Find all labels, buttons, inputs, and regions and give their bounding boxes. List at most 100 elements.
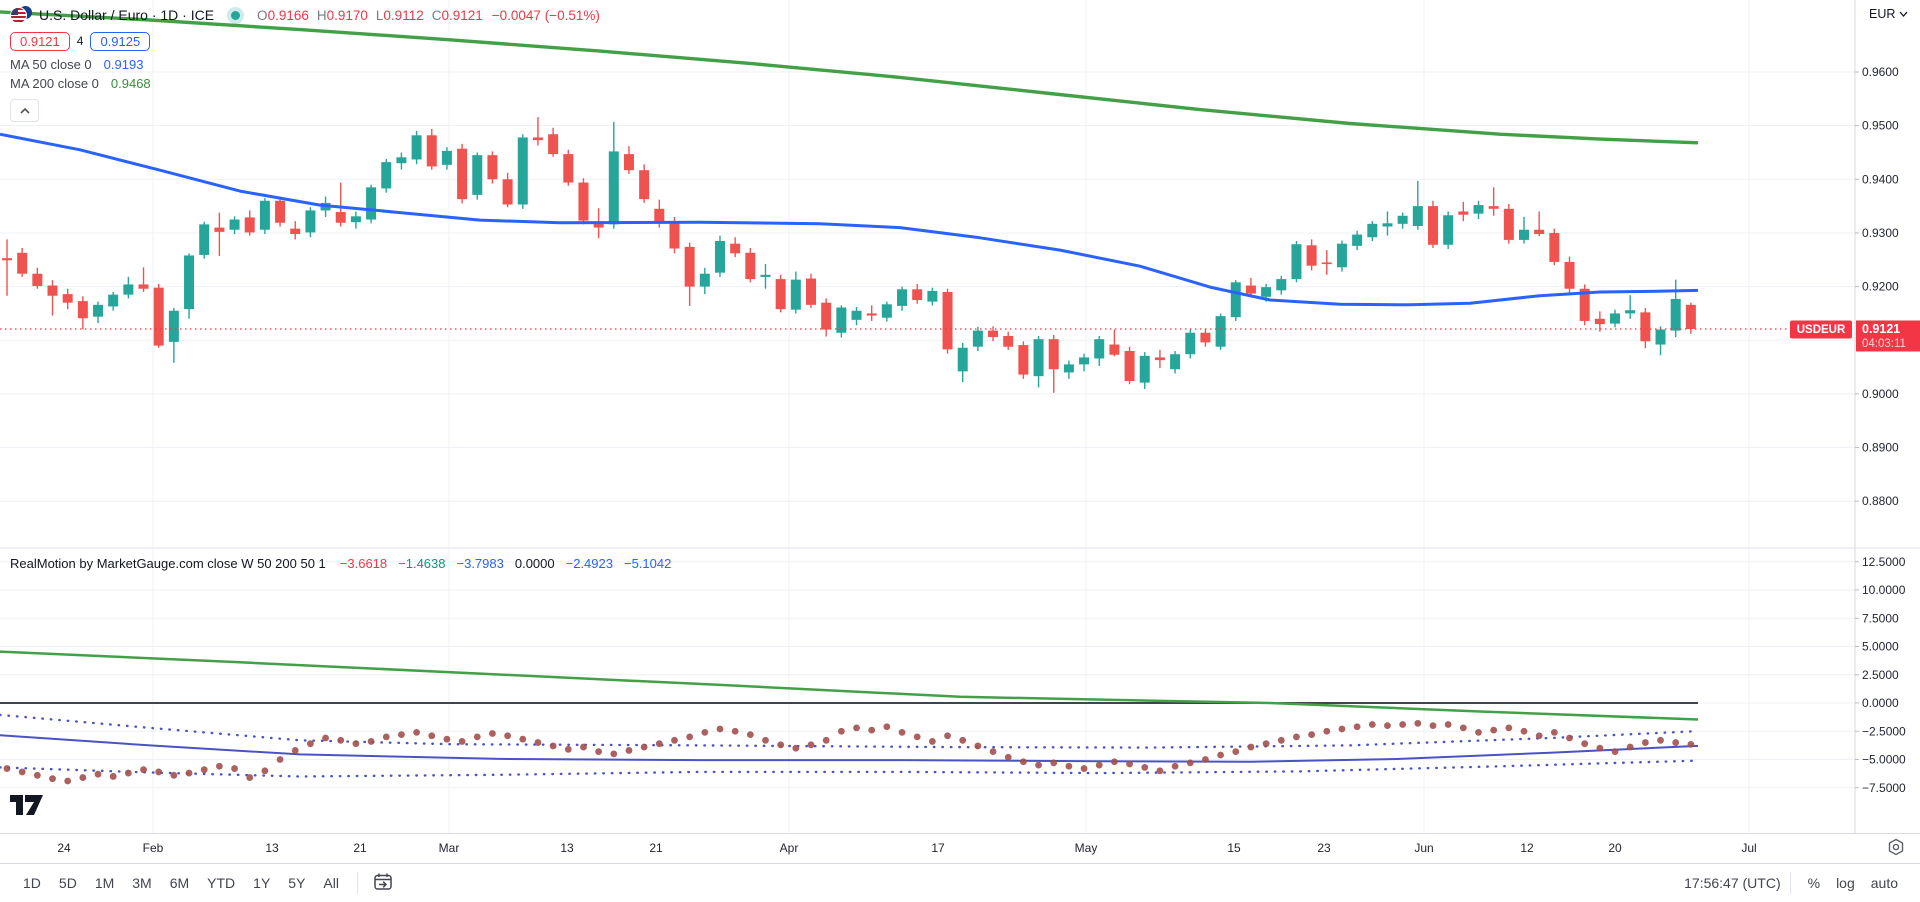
time-axis-label[interactable]: 24 [57,841,71,855]
price-axis-label[interactable]: 0.9600 [1862,65,1899,79]
candle [1261,287,1272,297]
candle [229,219,240,230]
range-button-1y[interactable]: 1Y [244,870,279,896]
realmotion-dot [1095,761,1103,769]
realmotion-status-value: −3.7983 [456,556,504,571]
ma50-legend[interactable]: MA 50 close 0 0.9193 [10,57,600,72]
price-change: −0.0047 (−0.51%) [491,7,600,23]
time-axis-label[interactable]: 12 [1520,841,1534,855]
auto-scale-button[interactable]: auto [1863,870,1906,896]
time-axis-label[interactable]: May [1074,841,1098,855]
market-status-icon[interactable] [231,10,241,20]
time-axis-label[interactable]: Jun [1414,841,1434,855]
log-scale-button[interactable]: log [1828,870,1863,896]
realmotion-dot [428,732,436,740]
percent-scale-button[interactable]: % [1800,870,1828,896]
price-axis-label[interactable]: 0.9200 [1862,280,1899,294]
ma200-legend[interactable]: MA 200 close 0 0.9468 [10,75,600,91]
realmotion-dot [1232,748,1240,755]
range-button-1m[interactable]: 1M [86,870,123,896]
candle [1018,345,1029,375]
range-button-3m[interactable]: 3M [123,870,160,896]
indicator-axis-label[interactable]: −5.0000 [1862,753,1906,767]
time-axis[interactable]: 24 Feb 13 21 Mar 13 21 Apr 17 May 15 23 Jun 12 20 Jul [0,833,1920,863]
candle [305,210,316,233]
candle [62,294,73,303]
indicator-axis-label[interactable]: 10.0000 [1862,583,1906,597]
calendar-icon [374,873,392,890]
realmotion-dot [564,745,572,753]
indicator-axis-label[interactable]: 5.0000 [1862,640,1899,654]
candle [654,208,665,224]
realmotion-dot [822,736,830,744]
range-button-all[interactable]: All [314,870,348,896]
ask-price-box[interactable]: 0.9125 [90,31,151,51]
candle [563,154,574,183]
bid-price-box[interactable]: 0.9121 [10,31,70,51]
price-axis-label[interactable]: 0.9300 [1862,226,1899,240]
time-axis-label[interactable]: 21 [353,841,367,855]
realmotion-dot [1490,726,1498,734]
indicator-axis-label[interactable]: 0.0000 [1862,696,1899,710]
candle [472,155,483,195]
current-price-badge [1856,320,1920,352]
time-axis-label[interactable]: 23 [1317,841,1331,855]
time-axis-label[interactable]: Jul [1741,841,1757,855]
range-button-1d[interactable]: 1D [14,870,50,896]
realmotion-dot [1596,744,1604,752]
candle [1549,232,1560,262]
indicator-axis-label[interactable]: 12.5000 [1862,555,1906,569]
realmotion-dot [398,731,405,739]
go-to-date-button[interactable] [367,870,400,897]
tradingview-logo[interactable] [10,795,44,821]
time-axis-label[interactable]: Feb [142,841,164,855]
time-axis-label[interactable]: Apr [779,841,799,855]
indicator-axis-label[interactable]: −7.5000 [1862,781,1906,795]
time-axis-label[interactable]: 13 [265,841,279,855]
candle [1215,316,1226,347]
realmotion-dot [185,769,193,777]
candle [2,258,12,261]
chart-canvas[interactable]: 0.9600 0.9500 0.9400 0.9300 0.9200 0.9000 0.89… [0,0,1920,833]
price-chart-svg[interactable]: 0.9600 0.9500 0.9400 0.9300 0.9200 0.9000 0.89… [0,0,1920,833]
candle [487,155,498,180]
indicator-axis-label[interactable]: −2.5000 [1862,724,1906,738]
scales-settings-gear-icon[interactable] [1884,837,1908,859]
candle [1200,332,1211,343]
range-button-6m[interactable]: 6M [161,870,198,896]
indicator-axis-label[interactable]: 7.5000 [1862,611,1899,625]
price-axis-label[interactable]: 0.9000 [1862,387,1899,401]
price-axis-label[interactable]: 0.8900 [1862,441,1899,455]
symbol-price-tag-label: USDEUR [1797,324,1846,336]
realmotion-dot [807,741,815,749]
range-button-5y[interactable]: 5Y [279,870,314,896]
indicator-axis-label[interactable]: 2.5000 [1862,668,1899,682]
time-axis-label[interactable]: Mar [438,841,460,855]
realmotion-dot [549,742,557,750]
realmotion-dot [716,725,724,733]
time-axis-label[interactable]: 20 [1608,841,1622,855]
realmotion-dot [261,767,269,775]
price-axis-label[interactable]: 0.8800 [1862,494,1899,508]
clock[interactable]: 17:56:47 (UTC) [1684,875,1781,891]
collapse-legend-button[interactable] [10,99,39,122]
currency-dropdown[interactable]: EUR [1869,7,1908,21]
range-button-ytd[interactable]: YTD [198,870,244,896]
time-axis-label[interactable]: 15 [1227,841,1241,855]
realmotion-legend[interactable]: RealMotion by MarketGauge.com close W 50… [10,556,671,571]
candle [1048,339,1059,370]
candle [275,200,286,223]
price-axis-label[interactable]: 0.9500 [1862,119,1899,133]
price-axis-label[interactable]: 0.9400 [1862,172,1899,186]
range-button-5d[interactable]: 5D [50,870,86,896]
realmotion-status-value: −1.4638 [398,556,446,571]
ma200-value: 0.9468 [110,75,151,91]
candle [1534,229,1545,235]
realmotion-dot [1065,762,1073,770]
time-axis-label[interactable]: 17 [931,841,945,855]
symbol-title[interactable]: U.S. Dollar / Euro · 1D · ICE [39,7,215,23]
time-axis-label[interactable]: 13 [560,841,574,855]
realmotion-dot [1126,760,1133,768]
time-axis-label[interactable]: 21 [649,841,663,855]
candle [1640,312,1651,342]
